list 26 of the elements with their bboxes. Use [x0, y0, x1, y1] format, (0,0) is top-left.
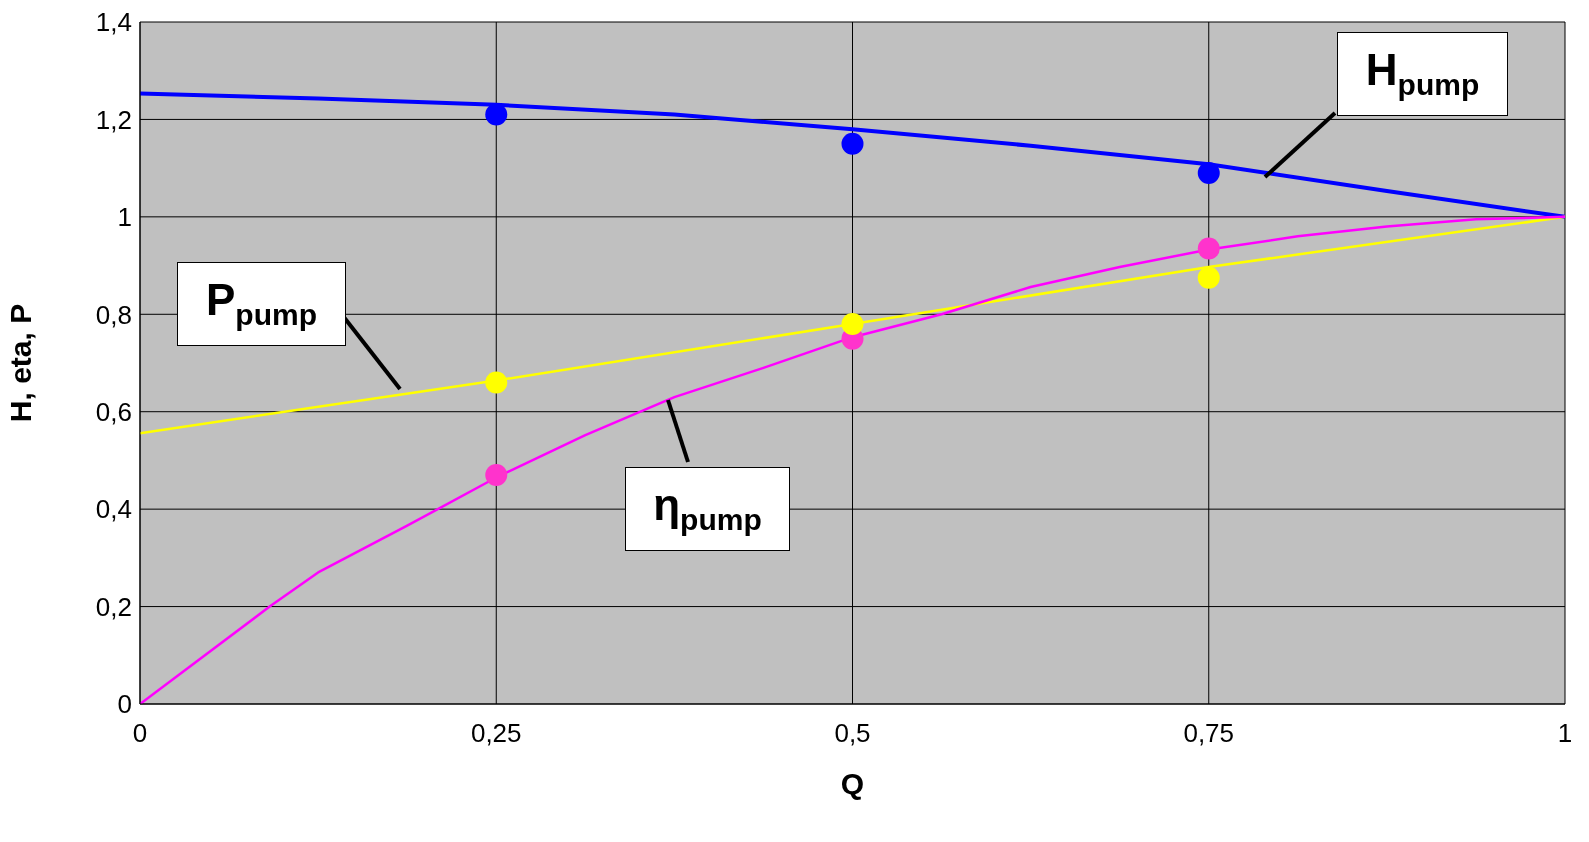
point: [841, 313, 864, 336]
y-tick-label: 0,6: [95, 396, 132, 427]
x-tick-label: 0,25: [470, 718, 522, 749]
point: [485, 103, 508, 126]
point: [1197, 266, 1220, 289]
point: [1197, 237, 1220, 260]
series-label: H$_{pump}$: [1365, 45, 1480, 101]
series-label: P$_{pump}$: [205, 275, 317, 331]
point: [485, 464, 508, 487]
y-tick-label: 0,8: [95, 299, 132, 330]
y-tick-label: 1,2: [95, 104, 132, 135]
x-axis-title: Q: [840, 767, 865, 800]
x-tick-label: 1: [1557, 718, 1573, 749]
x-tick-label: 0,5: [834, 718, 871, 749]
line-series: [140, 215, 1565, 435]
y-tick-label: 1: [117, 202, 132, 233]
point: [1197, 162, 1220, 185]
point: [841, 132, 864, 155]
y-axis-title: H, eta, P: [3, 303, 37, 423]
series-label: η$_{pump}$: [653, 480, 762, 536]
y-tick-label: 0,2: [95, 591, 132, 622]
x-tick-label: 0,75: [1183, 718, 1235, 749]
y-tick-label: 0: [117, 689, 132, 720]
y-tick-label: 0,4: [95, 494, 132, 525]
point: [485, 371, 508, 394]
y-tick-label: 1,4: [95, 7, 132, 38]
